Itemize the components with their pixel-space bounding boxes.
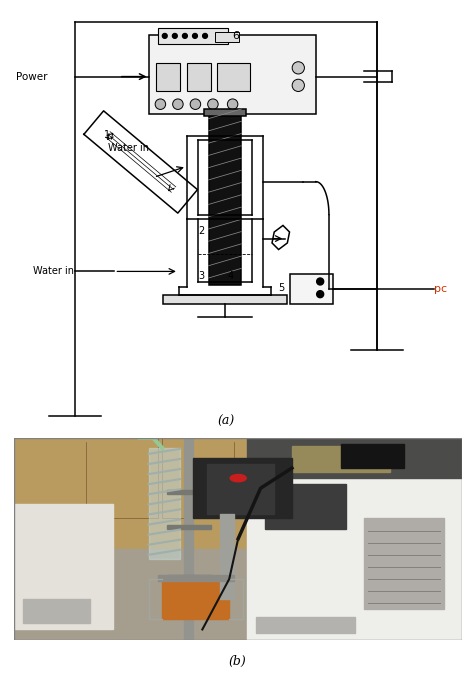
Circle shape [292, 79, 304, 92]
Text: 4: 4 [228, 272, 234, 281]
Bar [14, 549, 462, 640]
Circle shape [230, 475, 246, 482]
Bar [166, 525, 211, 529]
Bar [14, 438, 157, 518]
Circle shape [173, 99, 183, 109]
Bar [292, 446, 391, 472]
Bar [341, 444, 404, 468]
Bar [256, 618, 355, 633]
Bar [215, 32, 239, 42]
Bar [14, 504, 113, 629]
Text: 2: 2 [199, 226, 205, 236]
Bar [207, 464, 274, 514]
Circle shape [317, 278, 324, 285]
Circle shape [208, 99, 218, 109]
Text: Water in: Water in [34, 266, 74, 276]
Bar [162, 438, 305, 518]
Bar [156, 63, 180, 91]
Bar [364, 518, 444, 609]
Circle shape [173, 34, 177, 38]
Circle shape [292, 62, 304, 74]
Bar [209, 114, 241, 285]
Text: 1: 1 [103, 130, 109, 140]
Circle shape [192, 34, 197, 38]
Circle shape [228, 99, 238, 109]
Circle shape [317, 291, 324, 298]
Bar [162, 579, 229, 620]
Bar [23, 599, 91, 623]
Circle shape [163, 34, 167, 38]
Text: Water in: Water in [108, 143, 149, 153]
Text: pc: pc [434, 284, 447, 294]
Text: (a): (a) [218, 415, 235, 428]
Bar [217, 63, 250, 91]
Bar [193, 458, 292, 518]
Bar [247, 438, 462, 478]
Bar [204, 109, 246, 116]
Circle shape [182, 34, 187, 38]
Bar [265, 484, 346, 529]
Circle shape [190, 99, 201, 109]
Bar [187, 63, 211, 91]
Bar [220, 514, 234, 599]
Text: Power: Power [16, 72, 47, 81]
Bar [184, 438, 193, 640]
Text: 5: 5 [279, 283, 285, 293]
Bar [157, 575, 234, 581]
Bar [290, 274, 333, 304]
Circle shape [155, 99, 165, 109]
Text: 6: 6 [233, 31, 240, 42]
Bar [148, 448, 180, 559]
Circle shape [203, 34, 208, 38]
Text: (b): (b) [228, 655, 246, 668]
Bar [166, 575, 211, 579]
Bar [163, 295, 287, 304]
Text: 3: 3 [199, 272, 205, 281]
Bar [166, 490, 211, 495]
Bar [247, 458, 462, 640]
Bar [14, 438, 462, 549]
Bar [149, 35, 316, 114]
Bar [158, 29, 228, 44]
Bar [310, 438, 453, 518]
